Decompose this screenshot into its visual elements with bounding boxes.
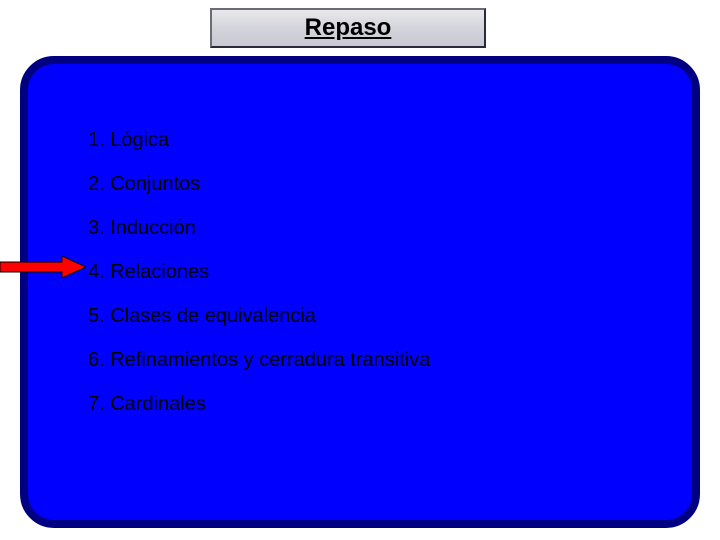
list-item: 1. Lógica: [88, 118, 430, 162]
list-item: 3. Inducción: [88, 206, 430, 250]
title-text: Repaso: [305, 14, 392, 41]
highlight-arrow-icon: [0, 256, 86, 278]
topic-list: 1. Lógica 2. Conjuntos 3. Inducción 4. R…: [88, 118, 430, 426]
list-item: 7. Cardinales: [88, 382, 430, 426]
list-item: 2. Conjuntos: [88, 162, 430, 206]
list-item: 6. Refinamientos y cerradura transitiva: [88, 338, 430, 382]
list-item: 5. Clases de equivalencia: [88, 294, 430, 338]
list-item: 4. Relaciones: [88, 250, 430, 294]
title-box: Repaso: [210, 8, 486, 48]
